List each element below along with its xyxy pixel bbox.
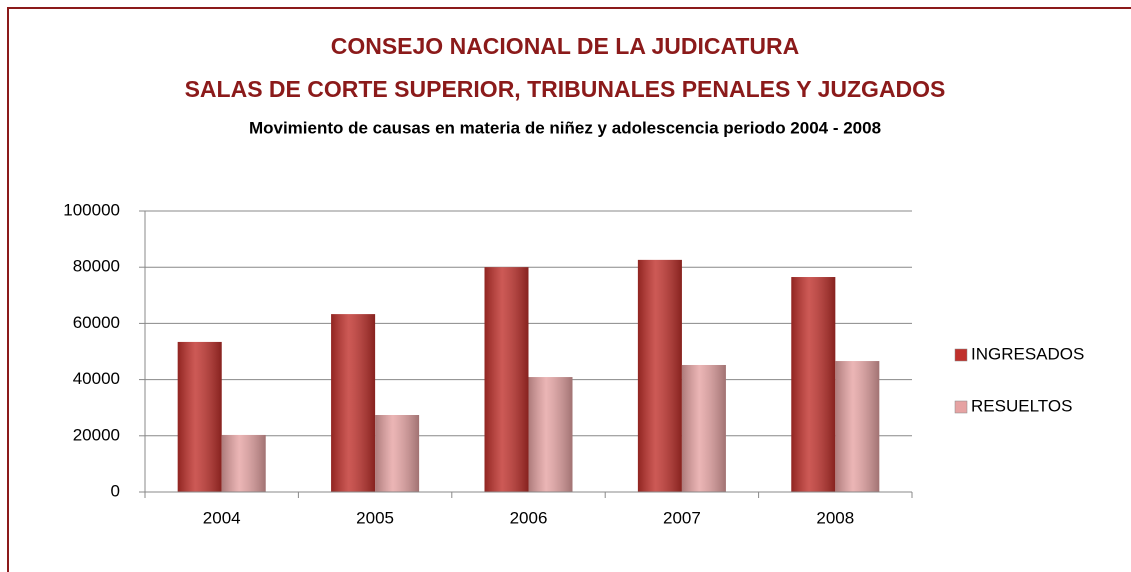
chart-subtitle: Movimiento de causas en materia de niñez… (249, 118, 881, 137)
bar-shade (835, 361, 880, 492)
chart-title: SALAS DE CORTE SUPERIOR, TRIBUNALES PENA… (185, 76, 946, 102)
x-tick-label: 2007 (663, 508, 701, 527)
bar-shade (221, 434, 266, 492)
chart-title: CONSEJO NACIONAL DE LA JUDICATURA (331, 33, 800, 59)
y-tick-label: 100000 (63, 200, 120, 219)
legend-swatch (954, 400, 968, 414)
bar-shade (681, 364, 726, 492)
legend-label: RESUELTOS (971, 396, 1072, 415)
bar-shade (484, 267, 529, 492)
bar-shade (375, 415, 420, 492)
y-tick-label: 40000 (73, 369, 120, 388)
bar-shade (177, 341, 222, 492)
y-tick-label: 0 (111, 481, 120, 500)
y-tick-label: 20000 (73, 425, 120, 444)
bar-shade (528, 377, 573, 492)
x-tick-label: 2005 (356, 508, 394, 527)
bar-shade (637, 259, 682, 492)
x-tick-label: 2006 (510, 508, 548, 527)
legend-swatch (954, 348, 968, 362)
y-tick-label: 80000 (73, 257, 120, 276)
y-tick-label: 60000 (73, 313, 120, 332)
bar-shade (791, 277, 836, 492)
frame (7, 7, 1131, 572)
x-tick-label: 2004 (203, 508, 241, 527)
x-tick-label: 2008 (816, 508, 854, 527)
legend-label: INGRESADOS (971, 344, 1084, 363)
bar-shade (331, 314, 376, 492)
